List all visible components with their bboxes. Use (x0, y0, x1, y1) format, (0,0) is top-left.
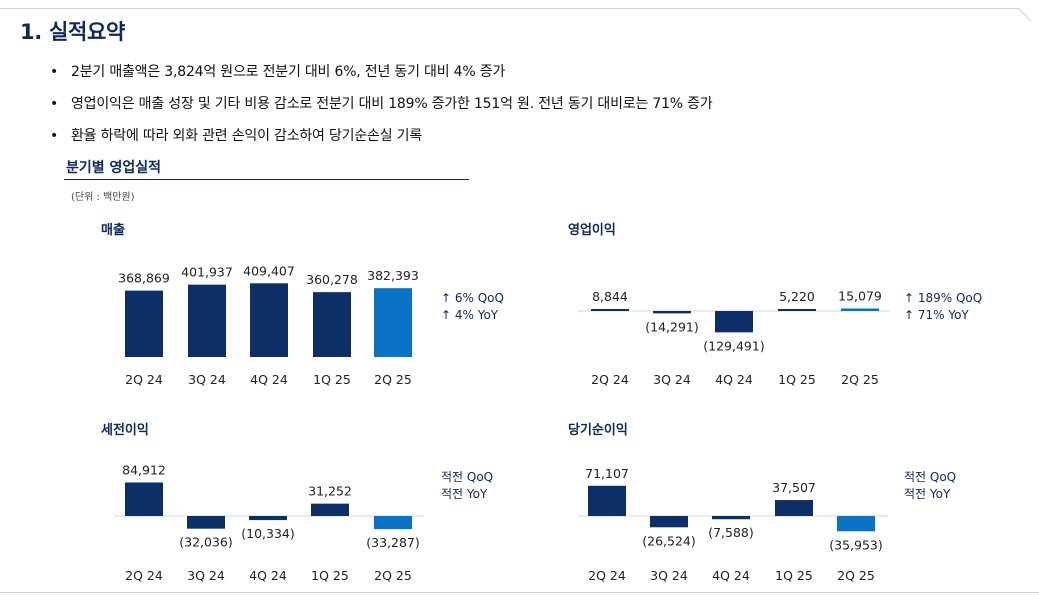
x-tick-label-revenue-1: 3Q 24 (188, 372, 226, 387)
bar-pretax-income-2 (249, 516, 287, 521)
data-label-pretax-income-4: (33,287) (366, 535, 420, 550)
x-tick-label-net-income-4: 2Q 25 (837, 568, 875, 583)
x-tick-label-net-income-2: 4Q 24 (712, 568, 750, 583)
data-label-operating-income-0: 8,844 (592, 289, 628, 304)
bar-net-income-2 (712, 516, 750, 520)
bullet-text: 2분기 매출액은 3,824억 원으로 전분기 대비 6%, 전년 동기 대비 … (71, 64, 506, 80)
data-label-revenue-1: 401,937 (181, 265, 233, 280)
bar-revenue-0 (125, 290, 163, 357)
data-label-operating-income-4: 15,079 (838, 289, 882, 304)
note-yoy: 적전 YoY (441, 487, 488, 501)
bar-net-income-0 (588, 485, 626, 516)
bar-revenue-1 (188, 284, 226, 357)
bullet-item: • 영업이익은 매출 성장 및 기타 비용 감소로 전분기 대비 189% 증가한… (50, 94, 1010, 126)
x-tick-label-net-income-0: 2Q 24 (588, 568, 626, 583)
bar-pretax-income-0 (125, 482, 163, 516)
note-qoq: 적전 QoQ (904, 470, 957, 484)
data-label-operating-income-1: (14,291) (645, 319, 699, 334)
bar-revenue-2 (250, 283, 288, 357)
x-tick-label-operating-income-3: 1Q 25 (778, 372, 816, 387)
chart-title-net-income: 당기순이익 (568, 423, 628, 438)
data-label-pretax-income-3: 31,252 (308, 484, 352, 499)
x-tick-label-revenue-2: 4Q 24 (250, 372, 288, 387)
data-label-operating-income-2: (129,491) (703, 338, 764, 353)
chart-note-net-income: 적전 QoQ 적전 YoY (904, 469, 956, 503)
bar-operating-income-2 (715, 311, 753, 333)
chart-revenue: 368,869 2Q 24 401,937 3Q 24 409,407 4Q 24 360,… (118, 263, 419, 387)
data-label-pretax-income-2: (10,334) (241, 526, 295, 541)
unit-label: (단위 : 백만원) (71, 192, 135, 203)
note-qoq: 적전 QoQ (441, 470, 494, 484)
x-tick-label-operating-income-1: 3Q 24 (653, 372, 691, 387)
x-tick-label-revenue-4: 2Q 25 (374, 372, 412, 387)
x-tick-label-operating-income-2: 4Q 24 (715, 372, 753, 387)
bar-operating-income-4 (841, 308, 879, 311)
data-label-net-income-4: (35,953) (829, 537, 883, 552)
x-tick-label-pretax-income-3: 1Q 25 (311, 568, 349, 583)
bar-operating-income-1 (653, 311, 691, 314)
summary-bullets: • 2분기 매출액은 3,824억 원으로 전분기 대비 6%, 전년 동기 대비… (50, 62, 1010, 158)
chart-operating-income: 8,844 2Q 24 (14,291) 3Q 24 (129,491) 4Q 24 5,2… (578, 289, 890, 387)
bar-operating-income-3 (778, 309, 816, 311)
bullet-text: 환율 하락에 따라 외화 관련 손익이 감소하여 당기순손실 기록 (71, 128, 423, 144)
bar-net-income-1 (650, 516, 688, 528)
note-yoy: ↑ 71% YoY (904, 308, 969, 322)
bullet-dot-icon: • (50, 96, 59, 112)
data-label-operating-income-3: 5,220 (779, 289, 815, 304)
page-title: 1. 실적요약 (20, 20, 126, 44)
data-label-net-income-1: (26,524) (642, 533, 696, 548)
note-yoy: 적전 YoY (904, 487, 951, 501)
data-label-revenue-4: 382,393 (367, 268, 419, 283)
bullet-dot-icon: • (50, 128, 59, 144)
section-title: 분기별 영업실적 (66, 160, 162, 176)
x-tick-label-net-income-3: 1Q 25 (775, 568, 813, 583)
x-tick-label-operating-income-0: 2Q 24 (591, 372, 629, 387)
chart-title-pretax-income: 세전이익 (101, 423, 149, 438)
bullet-text: 영업이익은 매출 성장 및 기타 비용 감소로 전분기 대비 189% 증가한 … (71, 96, 713, 112)
bullet-dot-icon: • (50, 64, 59, 80)
bar-revenue-3 (313, 292, 351, 357)
data-label-revenue-3: 360,278 (306, 272, 358, 287)
data-label-net-income-3: 37,507 (772, 480, 816, 495)
chart-title-operating-income: 영업이익 (568, 223, 616, 238)
chart-note-pretax-income: 적전 QoQ 적전 YoY (441, 469, 493, 503)
chart-note-revenue: ↑ 6% QoQ ↑ 4% YoY (441, 290, 504, 324)
chart-title-revenue: 매출 (101, 223, 125, 238)
data-label-pretax-income-0: 84,912 (122, 462, 166, 477)
bullet-item: • 환율 하락에 따라 외화 관련 손익이 감소하여 당기순손실 기록 (50, 126, 1010, 158)
bar-pretax-income-4 (374, 516, 412, 530)
x-tick-label-revenue-0: 2Q 24 (125, 372, 163, 387)
data-label-pretax-income-1: (32,036) (179, 535, 233, 550)
x-tick-label-revenue-3: 1Q 25 (313, 372, 351, 387)
chart-pretax-income: 84,912 2Q 24 (32,036) 3Q 24 (10,334) 4Q 24 31,… (114, 462, 424, 583)
note-qoq: ↑ 189% QoQ (904, 291, 983, 305)
section-underline (64, 179, 469, 180)
bar-pretax-income-3 (311, 503, 349, 516)
top-rule (0, 8, 1018, 9)
x-tick-label-pretax-income-0: 2Q 24 (125, 568, 163, 583)
bar-revenue-4 (374, 288, 412, 357)
bar-operating-income-0 (591, 309, 629, 311)
x-tick-label-net-income-1: 3Q 24 (650, 568, 688, 583)
bottom-rule (0, 592, 1039, 593)
chart-note-operating-income: ↑ 189% QoQ ↑ 71% YoY (904, 290, 982, 324)
bar-net-income-4 (837, 516, 875, 532)
data-label-net-income-0: 71,107 (585, 466, 629, 481)
bar-net-income-3 (775, 500, 813, 516)
bar-pretax-income-1 (187, 516, 225, 529)
note-qoq: ↑ 6% QoQ (441, 291, 504, 305)
x-tick-label-operating-income-4: 2Q 25 (841, 372, 879, 387)
x-tick-label-pretax-income-4: 2Q 25 (374, 568, 412, 583)
data-label-net-income-2: (7,588) (708, 525, 754, 540)
note-yoy: ↑ 4% YoY (441, 308, 499, 322)
x-tick-label-pretax-income-1: 3Q 24 (187, 568, 225, 583)
corner-fold-icon (1015, 8, 1039, 24)
data-label-revenue-2: 409,407 (243, 263, 295, 278)
bullet-item: • 2분기 매출액은 3,824억 원으로 전분기 대비 6%, 전년 동기 대비… (50, 62, 1010, 94)
x-tick-label-pretax-income-2: 4Q 24 (249, 568, 287, 583)
chart-net-income: 71,107 2Q 24 (26,524) 3Q 24 (7,588) 4Q 24 37,5… (578, 466, 888, 583)
data-label-revenue-0: 368,869 (118, 271, 170, 286)
